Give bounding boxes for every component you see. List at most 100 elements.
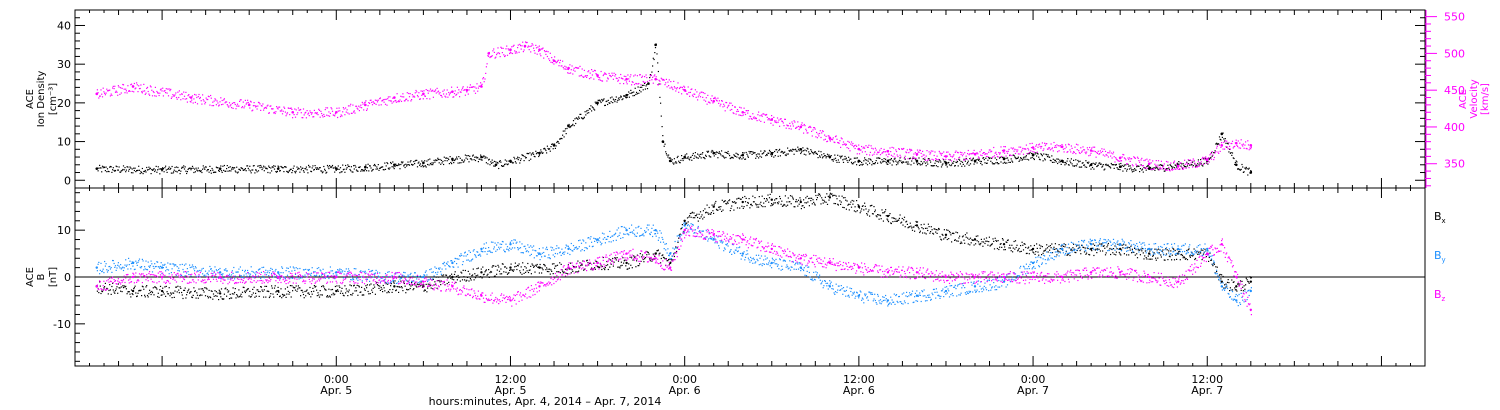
- density-point: [250, 172, 252, 174]
- density-point: [1065, 163, 1067, 165]
- bx-point: [1178, 250, 1180, 253]
- bx-point: [913, 226, 915, 228]
- velocity-point: [1054, 145, 1056, 147]
- velocity-point: [228, 106, 230, 108]
- velocity-point: [1194, 166, 1197, 168]
- bx-point: [835, 195, 837, 197]
- density-point: [960, 160, 962, 163]
- velocity-point: [1242, 145, 1244, 147]
- density-point: [818, 150, 820, 152]
- density-point: [415, 159, 417, 161]
- bx-point: [299, 287, 301, 289]
- density-point: [840, 156, 842, 158]
- density-point: [785, 154, 787, 157]
- bx-point: [371, 291, 374, 293]
- bx-point: [1150, 248, 1152, 250]
- bx-point: [607, 264, 609, 266]
- density-point: [826, 153, 829, 155]
- velocity-point: [120, 92, 122, 94]
- velocity-point: [410, 100, 412, 102]
- density-point: [1082, 162, 1084, 164]
- bx-point: [1024, 243, 1026, 245]
- density-point: [378, 169, 380, 171]
- velocity-point: [879, 149, 881, 151]
- velocity-point: [395, 101, 397, 103]
- velocity-point: [1174, 168, 1176, 170]
- bx-point: [136, 295, 138, 298]
- density-point: [909, 157, 911, 159]
- velocity-point: [1209, 154, 1211, 156]
- velocity-point: [308, 115, 310, 117]
- density-point: [709, 156, 711, 158]
- velocity-point: [437, 91, 439, 93]
- bx-point: [1046, 244, 1048, 246]
- velocity-point: [951, 160, 953, 162]
- bx-point: [1094, 244, 1096, 246]
- velocity-point: [362, 103, 364, 105]
- density-point: [627, 94, 629, 96]
- density-point: [966, 163, 968, 165]
- bx-point: [747, 202, 749, 204]
- velocity-point: [149, 94, 151, 96]
- bx-point: [104, 286, 106, 288]
- bx-point: [644, 258, 646, 260]
- density-point: [1008, 161, 1010, 163]
- density-point: [705, 155, 707, 157]
- velocity-point: [1073, 151, 1075, 153]
- density-point: [1038, 158, 1041, 160]
- bx-point: [350, 294, 352, 296]
- bx-point: [166, 291, 168, 293]
- velocity-point: [522, 51, 524, 53]
- bx-point: [787, 197, 789, 199]
- density-point: [740, 154, 742, 157]
- velocity-point: [1205, 156, 1207, 158]
- bx-point: [784, 195, 786, 197]
- velocity-point: [828, 135, 830, 137]
- velocity-point: [756, 120, 758, 122]
- density-point: [1045, 153, 1047, 155]
- bx-point: [887, 219, 889, 221]
- velocity-point: [231, 102, 233, 104]
- velocity-point: [480, 82, 482, 84]
- density-point: [115, 165, 117, 167]
- density-point: [767, 152, 769, 154]
- velocity-point: [996, 155, 998, 158]
- density-point: [1210, 156, 1212, 159]
- velocity-point: [733, 112, 735, 115]
- bx-point: [647, 251, 649, 254]
- density-point: [1004, 161, 1006, 163]
- velocity-point: [523, 44, 527, 48]
- velocity-point: [527, 45, 530, 47]
- velocity-point: [923, 154, 925, 156]
- bx-point: [376, 284, 379, 286]
- density-point: [1118, 168, 1120, 170]
- bx-point: [872, 213, 874, 215]
- velocity-point: [768, 118, 770, 120]
- bx-point: [640, 260, 642, 262]
- density-point: [1176, 166, 1178, 168]
- bx-point: [518, 263, 520, 265]
- density-point: [207, 169, 209, 171]
- density-point: [1137, 165, 1139, 167]
- velocity-point: [729, 102, 731, 104]
- velocity-point: [265, 106, 267, 108]
- velocity-point: [824, 134, 826, 136]
- density-point: [148, 166, 150, 168]
- density-point: [1046, 156, 1049, 158]
- density-point: [494, 163, 498, 167]
- density-point: [573, 125, 575, 127]
- bx-point: [712, 205, 715, 208]
- bx-point: [849, 203, 851, 205]
- velocity-point: [698, 94, 700, 96]
- velocity-point: [1001, 155, 1003, 158]
- density-point: [392, 161, 394, 163]
- density-point: [371, 170, 373, 172]
- bx-point: [281, 297, 283, 299]
- bx-point: [1122, 247, 1124, 249]
- bx-point: [573, 266, 575, 268]
- density-point: [588, 108, 591, 110]
- density-point: [555, 145, 557, 147]
- density-point: [468, 161, 470, 163]
- velocity-point: [528, 49, 530, 51]
- velocity-point: [1164, 168, 1166, 170]
